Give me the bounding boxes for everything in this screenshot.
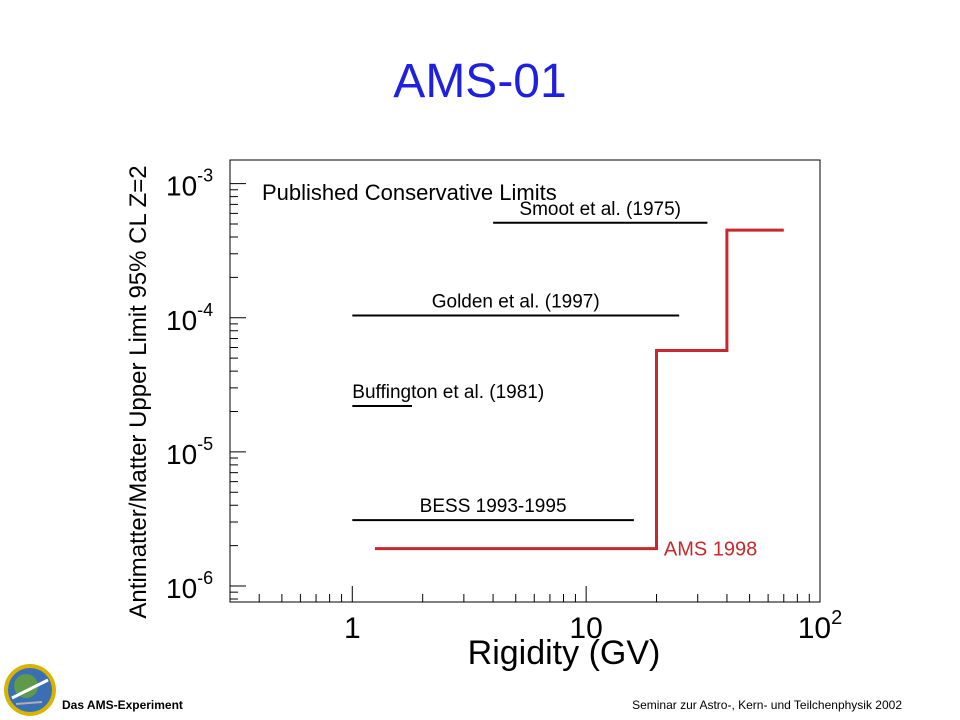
y-tick-exponent: -5 — [197, 434, 213, 454]
series-label: BESS 1993-1995 — [420, 496, 567, 517]
x-tick-labels: 1 10 102 — [344, 607, 842, 645]
series-labels: Smoot et al. (1975) Golden et al. (1997) B… — [352, 199, 757, 561]
footer-right: Seminar zur Astro-, Kern- und Teilchenph… — [632, 698, 902, 712]
x-tick-label: 1 — [344, 612, 361, 645]
series-label: Golden et al. (1997) — [432, 292, 600, 313]
y-tick-exponent: -6 — [197, 568, 213, 588]
x-tick-label: 10 — [569, 612, 602, 645]
y-tick-label: 10-3 — [166, 166, 213, 202]
series-label: Buffington et al. (1981) — [352, 382, 544, 403]
y-tick-label: 10-5 — [166, 434, 213, 470]
y-tick-labels: 10-6 10-5 10-4 10-3 — [166, 166, 213, 604]
y-tick-exponent: -3 — [197, 166, 213, 186]
y-tick-label: 10-4 — [166, 300, 213, 336]
footer-left: Das AMS-Experiment — [62, 698, 183, 712]
series-label: Smoot et al. (1975) — [519, 199, 681, 220]
series-line-ams-1998 — [374, 228, 784, 551]
x-tick-label: 102 — [798, 607, 843, 645]
chart-title: Published Conservative Limits — [262, 180, 557, 205]
y-tick-exponent: -4 — [197, 300, 213, 320]
ams-logo-icon — [4, 664, 56, 716]
y-tick-label: 10-6 — [166, 568, 213, 604]
x-tick-exponent: 2 — [831, 607, 842, 629]
series-label: AMS 1998 — [664, 539, 757, 561]
y-axis-label: Antimatter/Matter Upper Limit 95% CL Z=2 — [125, 165, 152, 618]
plot-frame — [229, 159, 821, 603]
x-axis-label: Rigidity (GV) — [468, 634, 661, 672]
series-layer — [352, 221, 784, 551]
x-minor-ticks — [229, 586, 810, 602]
y-minor-ticks — [230, 183, 246, 600]
slide-title: AMS-01 — [393, 55, 567, 108]
